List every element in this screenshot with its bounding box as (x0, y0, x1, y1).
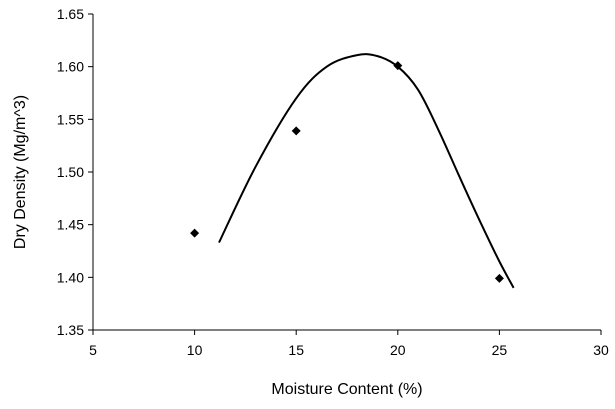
x-tick-label: 15 (288, 342, 304, 358)
x-tick-label: 5 (89, 342, 97, 358)
trend-curve-layer (218, 53, 515, 289)
x-tick-label: 30 (593, 342, 609, 358)
x-axis-ticks: 5 10 15 20 25 30 (89, 330, 609, 358)
y-axis-ticks: 1.35 1.40 1.45 1.50 1.55 1.60 1.65 (57, 6, 93, 338)
y-tick-label: 1.65 (57, 6, 84, 22)
data-point (190, 228, 200, 238)
x-tick-label: 25 (492, 342, 508, 358)
y-axis-title: Dry Density (Mg/m^3) (12, 95, 29, 249)
y-tick-label: 1.50 (57, 164, 84, 180)
y-tick-label: 1.45 (57, 217, 84, 233)
data-markers (190, 61, 504, 283)
data-point (494, 273, 504, 283)
y-tick-label: 1.55 (57, 111, 84, 127)
trend-curve (218, 53, 515, 289)
x-tick-label: 20 (390, 342, 406, 358)
x-tick-label: 10 (187, 342, 203, 358)
data-point (393, 61, 403, 71)
y-tick-label: 1.40 (57, 269, 84, 285)
y-tick-label: 1.60 (57, 59, 84, 75)
y-tick-label: 1.35 (57, 322, 84, 338)
plot-area: 1.35 1.40 1.45 1.50 1.55 1.60 1.65 5 10 15 20 25 30 (57, 6, 609, 358)
data-point (291, 126, 301, 136)
x-axis-title: Moisture Content (%) (271, 381, 422, 398)
